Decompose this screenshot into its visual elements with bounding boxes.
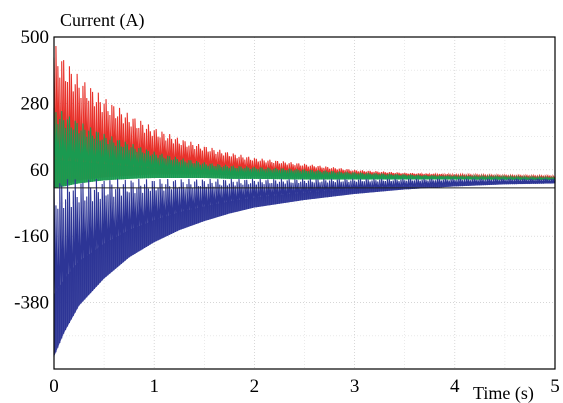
x-tick-label: 2 [250,376,260,397]
x-tick-label: 3 [350,376,360,397]
series-band-2 [54,181,555,357]
series-layer [53,46,556,357]
y-axis-label: Current (A) [60,10,144,31]
y-tick-label: -380 [14,293,49,314]
x-axis-label: Time (s) [473,383,534,403]
x-tick-label: 0 [49,376,59,397]
grid-lines [54,37,555,369]
y-tick-label: 500 [21,27,50,48]
x-tick-label: 1 [149,376,159,397]
y-tick-label: 280 [21,93,50,114]
x-tick-label: 5 [550,376,560,397]
y-tick-label: 60 [30,160,49,181]
y-axis-ticks: 500 280 60 -160 -380 [14,27,49,314]
y-tick-label: -160 [14,226,49,247]
x-axis-ticks: 0 1 2 3 4 5 [49,376,560,397]
x-tick-label: 4 [450,376,460,397]
series-band-1 [54,159,555,188]
plot-frame [53,36,556,370]
